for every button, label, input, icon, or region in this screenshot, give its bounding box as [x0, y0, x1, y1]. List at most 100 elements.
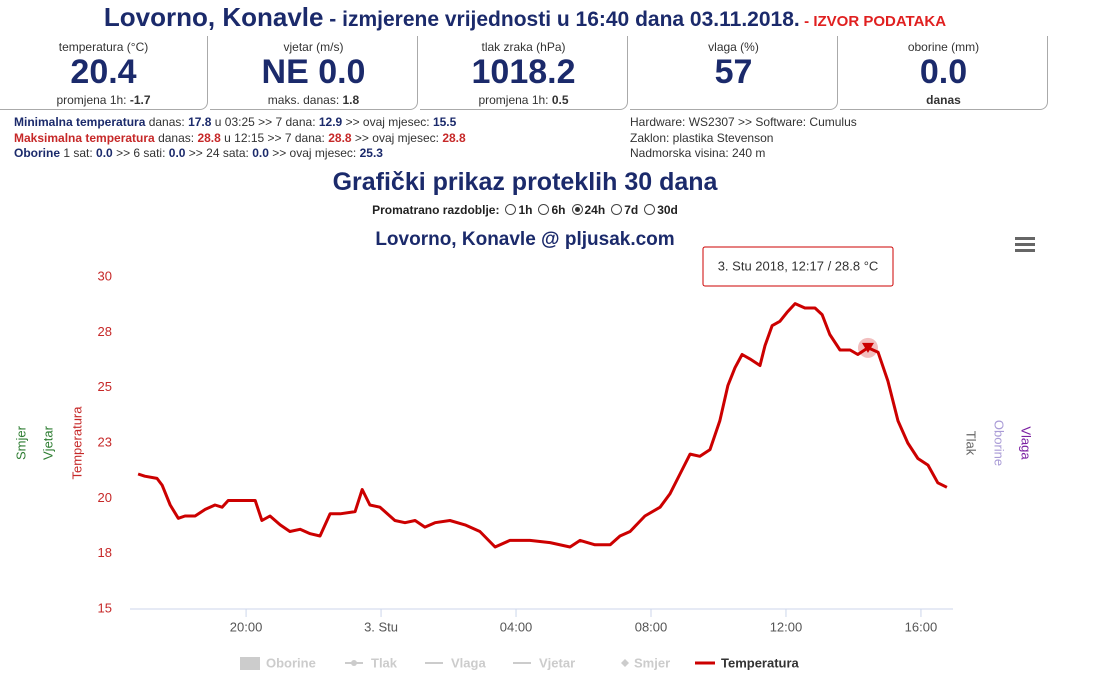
stat-sub-value: 1.8 — [342, 93, 360, 107]
info-text: >> 24 sata: — [185, 146, 253, 160]
info-value: 25.3 — [359, 146, 383, 160]
info-line: Maksimalna temperatura danas: 28.8 u 12:… — [14, 131, 466, 147]
info-value: 0.0 — [96, 146, 113, 160]
stat-value: 20.4 — [70, 53, 137, 91]
period-option[interactable]: 30d — [638, 203, 678, 217]
info-line: Nadmorska visina: 240 m — [630, 146, 766, 160]
stat-label: vlaga (%) — [708, 40, 759, 54]
info-value: 28.8 — [197, 130, 221, 145]
info-value: 17.8 — [188, 115, 212, 129]
radio[interactable] — [505, 204, 517, 215]
option-label: 30d — [657, 203, 678, 217]
y-tick-label: 15 — [98, 600, 112, 615]
stat-sub-label: promjena 1h: — [478, 93, 552, 107]
info-title: Oborine — [14, 146, 61, 160]
y-tick-label: 25 — [98, 379, 112, 394]
info-line: Minimalna temperatura danas: 17.8 u 03:2… — [14, 115, 466, 131]
info-text: danas: — [154, 130, 198, 145]
info-value: 28.8 — [328, 130, 352, 145]
stat-label: temperatura (°C) — [58, 40, 149, 54]
info-text: u 12:15 >> 7 dana: — [220, 130, 329, 145]
info-value: 12.9 — [318, 115, 343, 129]
menu-bar[interactable] — [1015, 237, 1035, 240]
info-line: Hardware: WS2307 >> Software: Cumulus — [630, 115, 857, 129]
x-tick-label: 16:00 — [905, 619, 938, 634]
tooltip-box — [702, 246, 894, 287]
hover-marker — [861, 342, 874, 353]
info-text: danas: — [145, 115, 189, 129]
info-text: >> 6 sati: — [112, 146, 169, 160]
info-value: 0.0 — [168, 146, 186, 160]
info-text: >> ovaj mjesec: — [268, 146, 360, 160]
y-tick-label: 20 — [98, 490, 112, 505]
legend-label[interactable]: Tlak — [371, 655, 398, 670]
period-option[interactable]: 24h — [566, 203, 606, 217]
info-text: 1 sat: — [60, 146, 97, 160]
x-tick-label: 20:00 — [230, 619, 263, 634]
stat-box: oborine (mm) 0.0 danas — [840, 36, 1048, 110]
stat-value: 1018.2 — [471, 53, 576, 91]
y-axis-title: Temperatura — [69, 406, 84, 480]
legend-symbol — [621, 659, 629, 667]
stat-sub: promjena 1h: -1.7 — [0, 93, 207, 107]
stat-box: vlaga (%) 57 — [630, 36, 838, 110]
info-title: Maksimalna temperatura — [14, 130, 155, 145]
x-tick-label: 12:00 — [770, 619, 803, 634]
stat-label: oborine (mm) — [907, 40, 980, 54]
legend-label[interactable]: Temperatura — [721, 655, 800, 670]
menu-bar[interactable] — [1015, 243, 1035, 246]
legend-symbol — [351, 660, 357, 666]
legend-label[interactable]: Smjer — [634, 655, 670, 670]
info-text: u 03:25 >> 7 dana: — [211, 115, 319, 129]
legend-symbol — [240, 657, 260, 670]
radio[interactable] — [611, 204, 623, 215]
y-tick-label: 23 — [98, 434, 112, 449]
info-title: Minimalna temperatura — [14, 115, 146, 129]
line-series — [137, 302, 948, 549]
stat-box: temperatura (°C) 20.4 promjena 1h: -1.7 — [0, 36, 208, 110]
y-tick-label: 28 — [98, 324, 112, 339]
legend-label[interactable]: Vlaga — [451, 655, 486, 670]
stat-value: NE 0.0 — [261, 53, 366, 91]
stat-label: vjetar (m/s) — [283, 40, 344, 54]
legend-label[interactable]: Oborine — [266, 655, 316, 670]
x-tick-label: 08:00 — [635, 619, 668, 634]
stat-box: vjetar (m/s) NE 0.0 maks. danas: 1.8 — [210, 36, 418, 110]
y-axis-title: Vjetar — [40, 425, 55, 460]
legend-label[interactable]: Vjetar — [539, 655, 575, 670]
radio[interactable] — [571, 204, 583, 215]
radio[interactable] — [644, 204, 656, 215]
y-tick-label: 30 — [98, 268, 112, 283]
option-label: 24h — [584, 203, 606, 217]
x-tick-label: 04:00 — [500, 619, 533, 634]
stat-box: tlak zraka (hPa) 1018.2 promjena 1h: 0.5 — [420, 36, 628, 110]
info-value: 28.8 — [442, 130, 466, 145]
y2-axis-title: Oborine — [992, 420, 1007, 466]
header: Lovorno, Konavle - izmjerene vrijednosti… — [0, 2, 1050, 33]
x-tick-label: 3. Stu — [364, 619, 398, 634]
source-link[interactable]: - IZVOR PODATAKA — [804, 13, 947, 30]
menu-icon[interactable] — [1015, 237, 1035, 252]
option-label: 7d — [624, 203, 639, 217]
chart-title: Lovorno, Konavle @ pljusak.com — [375, 229, 674, 250]
radio[interactable] — [538, 204, 550, 215]
stat-sub: promjena 1h: 0.5 — [420, 93, 627, 107]
option-label: 1h — [518, 203, 533, 217]
period-label: Promatrano razdoblje: — [372, 203, 500, 217]
stat-sub-value: -1.7 — [129, 93, 151, 107]
period-option[interactable]: 7d — [605, 203, 638, 217]
tooltip-text: 3. Stu 2018, 12:17 / 28.8 °C — [718, 258, 879, 273]
y2-axis-title: Vlaga — [1019, 426, 1034, 460]
period-selector: Promatrano razdoblje: 1h 6h 24h 7d 30d — [0, 203, 1050, 217]
option-label: 6h — [551, 203, 566, 217]
info-right: Hardware: WS2307 >> Software: Cumulus Zak… — [630, 115, 857, 162]
stat-sub: maks. danas: 1.8 — [210, 93, 417, 107]
period-option[interactable]: 6h — [532, 203, 566, 217]
stat-sub-value: danas — [926, 93, 961, 107]
period-option[interactable]: 1h — [499, 203, 532, 217]
info-value: 15.5 — [432, 115, 457, 129]
menu-bar[interactable] — [1015, 249, 1035, 252]
stat-sub-label: maks. danas: — [267, 93, 343, 107]
